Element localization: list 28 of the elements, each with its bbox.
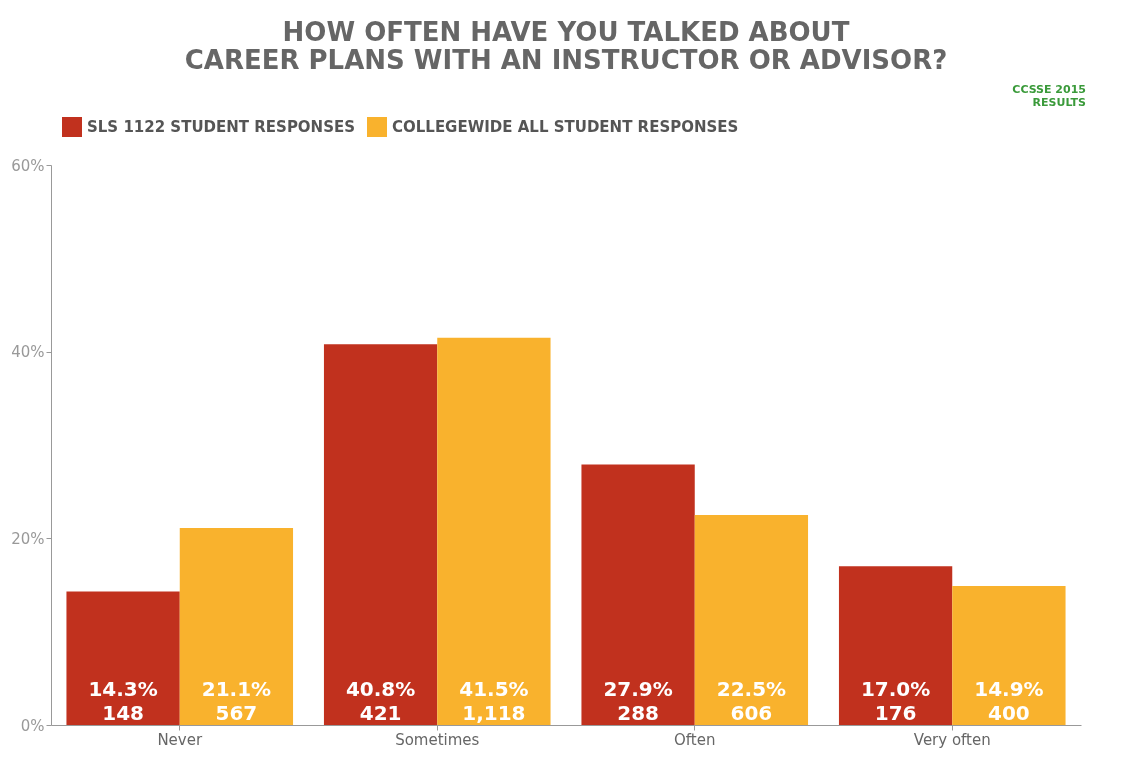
bar (952, 585, 1066, 725)
x-tick-label: Never (157, 730, 203, 749)
x-tick-label: Often (674, 730, 716, 749)
bar (323, 344, 438, 725)
bar (694, 515, 809, 725)
bar (179, 528, 294, 725)
x-tick-label: Very often (913, 730, 991, 749)
text: CCSSE 2015 RESULTS (1012, 83, 1087, 109)
bar (838, 566, 953, 725)
bar (66, 591, 180, 725)
data-label: 40.8% 421 (345, 677, 416, 725)
data-label: 41.5% 1,118 (459, 677, 529, 725)
legend-label: COLLEGEWIDE ALL STUDENT RESPONSES (392, 118, 739, 136)
bar (581, 464, 695, 725)
y-tick-label: 60% (11, 156, 45, 175)
y-tick-label: 0% (20, 716, 45, 735)
data-label: 22.5% 606 (716, 677, 787, 725)
data-label: 27.9% 288 (603, 677, 673, 725)
data-label: 17.0% 176 (860, 677, 931, 725)
data-label: 14.3% 148 (88, 677, 158, 725)
chart-title: HOW OFTEN HAVE YOU TALKED ABOUT CAREER PLANS WITH AN INSTRUCTOR OR ADVISOR? (184, 17, 948, 75)
legend-label: SLS 1122 STUDENT RESPONSES (87, 118, 356, 136)
data-label: 14.9% 400 (974, 677, 1044, 725)
data-label: 21.1% 567 (201, 677, 272, 725)
x-tick-label: Sometimes (395, 730, 480, 749)
y-tick-label: 20% (11, 529, 45, 548)
y-tick-label: 40% (11, 343, 45, 362)
bar (437, 337, 551, 725)
